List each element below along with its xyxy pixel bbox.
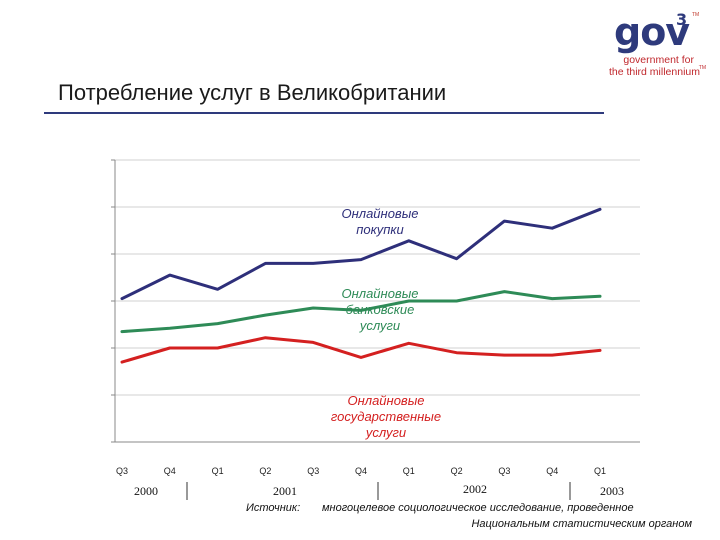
year-group-label: 2000 bbox=[134, 484, 158, 498]
series-line bbox=[120, 290, 602, 334]
logo-wordmark: gov bbox=[614, 10, 690, 54]
series-label: Онлайновые bbox=[347, 393, 424, 408]
x-tick-label: Q3 bbox=[498, 466, 510, 476]
title-underline bbox=[44, 112, 604, 114]
logo-trademark: TM bbox=[692, 12, 700, 18]
year-group-label: 2003 bbox=[600, 484, 624, 498]
source-label: Источник: bbox=[246, 502, 301, 514]
x-tick-label: Q2 bbox=[259, 466, 271, 476]
x-tick-label: Q4 bbox=[355, 466, 367, 476]
logo-superscript: 3 bbox=[676, 10, 688, 29]
logo-tagline-2: the third millennium bbox=[608, 66, 700, 78]
series-label: Онлайновые bbox=[341, 206, 418, 221]
x-tick-label: Q4 bbox=[164, 466, 176, 476]
gov3-logo: gov 3 TM government for the third millen… bbox=[596, 10, 706, 82]
series-line bbox=[120, 207, 602, 301]
logo-tagline-trademark: TM bbox=[698, 65, 706, 71]
page-title: Потребление услуг в Великобритании bbox=[58, 80, 447, 105]
series-label: государственные bbox=[331, 409, 441, 424]
x-tick-label: Q1 bbox=[403, 466, 415, 476]
x-tick-label: Q1 bbox=[594, 466, 606, 476]
x-tick-label: Q3 bbox=[116, 466, 128, 476]
x-tick-label: Q4 bbox=[546, 466, 558, 476]
year-group-label: 2002 bbox=[463, 482, 487, 496]
source-text-line-2: Национальным статистическим органом bbox=[471, 518, 692, 530]
series-label: Онлайновые bbox=[341, 286, 418, 301]
source-text-line-1: многоцелевое социологическое исследовани… bbox=[322, 502, 634, 514]
series-line bbox=[120, 336, 602, 364]
year-group-label: 2001 bbox=[273, 484, 297, 498]
series-label: услуги bbox=[359, 318, 400, 333]
series-label: покупки bbox=[356, 222, 404, 237]
x-tick-label: Q3 bbox=[307, 466, 319, 476]
series-label: услуги bbox=[365, 425, 406, 440]
series-label: банковские bbox=[346, 302, 415, 317]
logo-tagline-1: government for bbox=[623, 54, 694, 66]
x-tick-label: Q1 bbox=[212, 466, 224, 476]
x-tick-label: Q2 bbox=[451, 466, 463, 476]
